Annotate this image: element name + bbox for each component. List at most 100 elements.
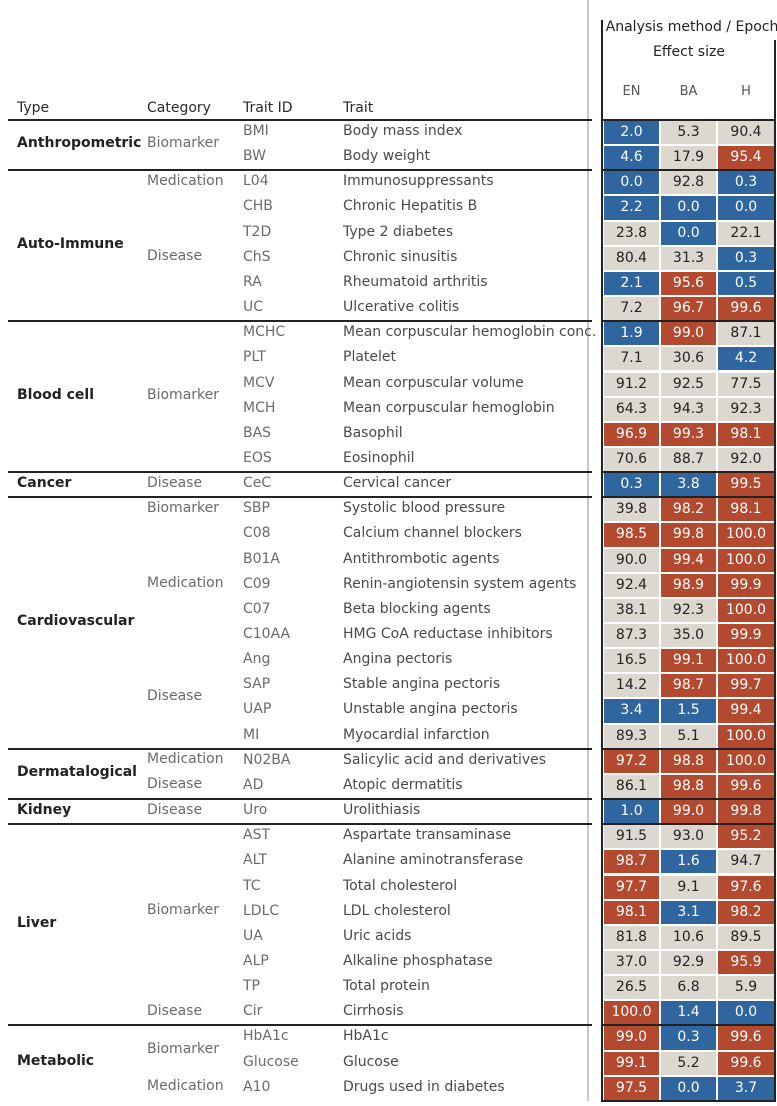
heatmap-cell-en: 98.7 (604, 850, 659, 874)
heatmap-cell-en: 98.5 (604, 523, 659, 547)
type-label: Cancer (17, 474, 72, 491)
heatmap-cell-h: 98.1 (718, 498, 774, 522)
heatmap-cell-ba: 1.5 (661, 699, 716, 723)
group-separator-heat (601, 798, 776, 801)
heatmap-cell-h: 98.1 (718, 422, 774, 446)
trait-name: Platelet (343, 349, 397, 366)
trait-id: B01A (243, 550, 280, 567)
heatmap-cell-h: 95.9 (718, 950, 774, 975)
category-label: Medication (147, 172, 224, 189)
heatmap-cell-en: 1.9 (604, 322, 659, 346)
trait-name: Ulcerative colitis (343, 299, 460, 316)
heatmap-cell-h: 100.0 (718, 523, 774, 547)
heatmap-cell-en: 98.1 (604, 900, 659, 924)
heatmap-cell-h: 92.0 (718, 447, 774, 472)
heatmap-cell-h: 99.4 (718, 699, 774, 723)
category-label: Medication (147, 751, 224, 768)
heatmap-cell-en: 97.2 (604, 749, 659, 773)
trait-name: Rheumatoid arthritis (343, 273, 488, 290)
trait-name: Cervical cancer (343, 475, 452, 492)
heatmap-cell-h: 99.8 (718, 800, 774, 824)
left-guide-line (587, 0, 589, 1101)
trait-id: ALP (243, 952, 269, 969)
heatmap-cell-ba: 98.8 (661, 749, 716, 773)
heatmap-cell-en: 4.6 (604, 146, 659, 170)
trait-name: Type 2 diabetes (343, 223, 454, 240)
heatmap-cell-h: 90.4 (718, 121, 774, 145)
heatmap-cell-h: 5.9 (718, 976, 774, 1000)
group-separator (8, 823, 592, 826)
trait-id: CHB (243, 198, 273, 215)
category-label: Medication (147, 575, 224, 592)
trait-name: Immunosuppressants (343, 173, 494, 190)
trait-id: BAS (243, 424, 272, 441)
category-label: Disease (147, 1002, 203, 1019)
heatmap-cell-h: 97.6 (718, 875, 774, 899)
heatmap-cell-ba: 99.3 (661, 422, 716, 446)
type-label: Anthropometric (17, 135, 142, 152)
group-separator-heat (601, 747, 776, 750)
heatmap-cell-en: 2.2 (604, 196, 659, 220)
category-column-header: Category (147, 100, 211, 116)
trait-name: HMG CoA reductase inhibitors (343, 626, 553, 642)
table-bottom-line (601, 1099, 776, 1102)
heatmap-cell-en: 91.5 (604, 825, 659, 849)
trait-name: Chronic sinusitis (343, 248, 458, 265)
category-label: Disease (147, 474, 203, 491)
trait-id: L04 (243, 173, 269, 190)
trait-name: Mean corpuscular hemoglobin (343, 399, 555, 416)
heatmap-cell-en: 90.0 (604, 548, 659, 572)
trait-name: Alkaline phosphatase (343, 952, 493, 969)
heatmap-cell-en: 7.1 (604, 347, 659, 371)
heatmap-cell-h: 95.4 (718, 146, 774, 170)
heatmap-cell-h: 22.1 (718, 221, 774, 245)
trait-id: UC (243, 299, 264, 316)
heatmap-cell-en: 2.1 (604, 271, 659, 296)
heatmap-cell-ba: 3.1 (661, 900, 716, 924)
trait-id: SAP (243, 676, 271, 693)
trait-id: C10AA (243, 626, 291, 642)
heatmap-cell-h: 99.6 (718, 774, 774, 799)
heatmap-cell-h: 94.7 (718, 850, 774, 874)
heatmap-cell-en: 97.7 (604, 875, 659, 899)
trait-name: Mean corpuscular hemoglobin conc. (343, 324, 597, 341)
heatmap-cell-ba: 98.7 (661, 674, 716, 698)
category-label: Disease (147, 688, 203, 705)
effect-size-title: Effect size (653, 44, 725, 60)
heatmap-cell-ba: 94.3 (661, 397, 716, 421)
heatmap-cell-en: 99.0 (604, 1026, 659, 1050)
trait-name: Antithrombotic agents (343, 550, 500, 567)
heatmap-cell-en: 14.2 (604, 674, 659, 698)
heatmap-cell-en: 3.4 (604, 699, 659, 723)
trait-id: SBP (243, 500, 270, 517)
trait-name: Drugs used in diabetes (343, 1078, 505, 1095)
trait-name: Atopic dermatitis (343, 776, 463, 793)
heatmap-cell-h: 0.5 (718, 271, 774, 296)
trait-name: Total protein (343, 978, 430, 995)
heatmap-cell-h: 99.6 (718, 1026, 774, 1050)
heatmap-cell-ba: 35.0 (661, 624, 716, 648)
trait-id: CeC (243, 475, 272, 492)
heatmap-cell-en: 1.0 (604, 800, 659, 824)
heatmap-cell-en: 81.8 (604, 925, 659, 949)
trait-name: HbA1c (343, 1028, 389, 1045)
trait-id: UA (243, 927, 263, 944)
heatmap-cell-h: 99.6 (718, 1051, 774, 1075)
trait-id: BMI (243, 123, 269, 139)
trait-id: T2D (243, 223, 272, 240)
heatmap-cell-h: 4.2 (718, 347, 774, 371)
heatmap-cell-h: 100.0 (718, 598, 774, 622)
trait-name: Systolic blood pressure (343, 500, 506, 517)
category-label: Disease (147, 248, 203, 265)
category-label: Biomarker (147, 499, 220, 516)
heatmap-cell-ba: 0.0 (661, 196, 716, 220)
heatmap-cell-ba: 92.5 (661, 372, 716, 396)
heatmap-cell-ba: 3.8 (661, 473, 716, 497)
group-separator (8, 169, 592, 172)
heatmap-cell-h: 100.0 (718, 749, 774, 773)
heatmap-right-border (774, 40, 776, 1101)
heatmap-cell-en: 87.3 (604, 624, 659, 648)
type-label: Blood cell (17, 386, 94, 403)
trait-name: Body mass index (343, 123, 463, 139)
category-label: Biomarker (147, 135, 220, 152)
